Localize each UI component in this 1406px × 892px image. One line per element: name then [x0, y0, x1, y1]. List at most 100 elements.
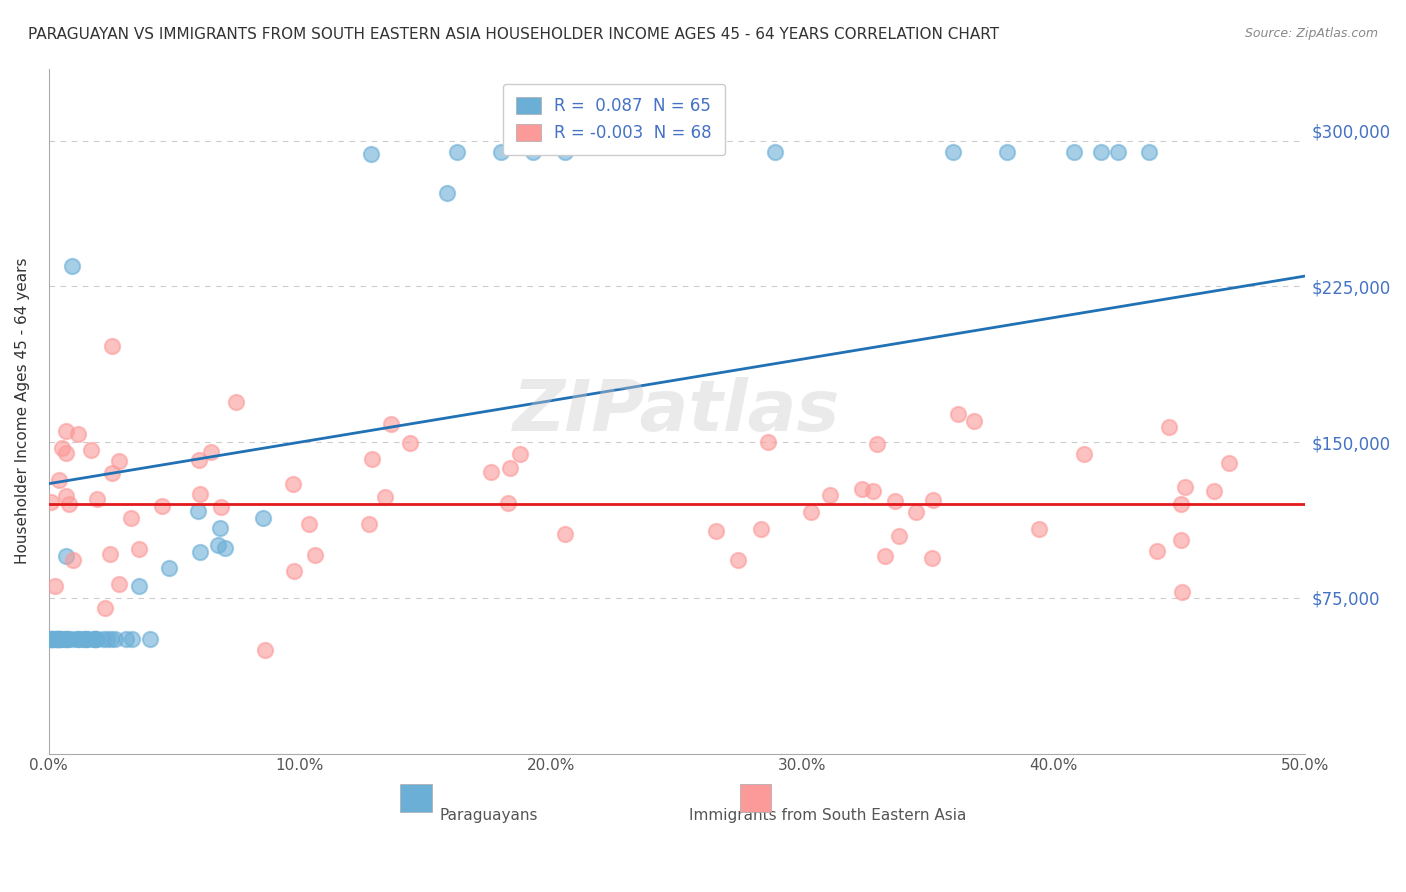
Point	[46, 632, 69, 647]
Point	[101, 338, 124, 352]
Point	[83, 632, 105, 647]
Point	[491, 145, 513, 159]
Point	[55, 632, 77, 647]
Point	[214, 541, 236, 555]
Point	[60, 259, 83, 273]
Point	[946, 407, 969, 421]
Point	[108, 454, 131, 468]
Point	[45, 632, 67, 647]
Point	[39, 632, 62, 647]
Point	[225, 395, 247, 409]
Point	[758, 435, 780, 450]
Point	[522, 145, 544, 159]
Point	[75, 632, 97, 647]
Point	[436, 186, 458, 201]
Point	[55, 424, 77, 438]
Point	[921, 551, 943, 566]
Point	[554, 145, 576, 159]
Point	[46, 632, 69, 647]
Point	[157, 561, 180, 575]
Point	[207, 538, 229, 552]
Point	[77, 632, 100, 647]
Point	[60, 632, 83, 647]
Point	[190, 487, 212, 501]
Point	[120, 511, 142, 525]
Point	[83, 632, 105, 647]
Point	[80, 442, 103, 457]
Text: ZIPatlas: ZIPatlas	[513, 376, 841, 445]
Point	[554, 527, 576, 541]
Text: PARAGUAYAN VS IMMIGRANTS FROM SOUTH EASTERN ASIA HOUSEHOLDER INCOME AGES 45 - 64: PARAGUAYAN VS IMMIGRANTS FROM SOUTH EAST…	[28, 27, 1000, 42]
Point	[66, 632, 89, 647]
Point	[446, 145, 468, 159]
Point	[188, 545, 211, 559]
Point	[1063, 145, 1085, 159]
Y-axis label: Householder Income Ages 45 - 64 years: Householder Income Ages 45 - 64 years	[15, 258, 30, 565]
Point	[121, 632, 143, 647]
Point	[252, 510, 274, 524]
Point	[72, 632, 94, 647]
Point	[100, 466, 122, 480]
Point	[399, 436, 422, 450]
Point	[66, 427, 89, 442]
Point	[104, 632, 127, 647]
Point	[479, 466, 502, 480]
Point	[253, 642, 276, 657]
Point	[49, 632, 72, 647]
Point	[48, 632, 70, 647]
Text: Source: ZipAtlas.com: Source: ZipAtlas.com	[1244, 27, 1378, 40]
Point	[44, 632, 66, 647]
Text: Paraguayans: Paraguayans	[439, 808, 537, 823]
Point	[44, 579, 66, 593]
Point	[56, 632, 79, 647]
Point	[866, 436, 889, 450]
Point	[107, 577, 129, 591]
Point	[1146, 544, 1168, 558]
Point	[39, 632, 62, 647]
Point	[496, 496, 519, 510]
Point	[55, 549, 77, 563]
Point	[150, 500, 173, 514]
Point	[56, 632, 79, 647]
Point	[115, 632, 138, 647]
Point	[187, 452, 209, 467]
Point	[55, 489, 77, 503]
Bar	[740, 784, 770, 812]
Point	[48, 632, 70, 647]
Point	[84, 632, 107, 647]
Point	[94, 601, 117, 615]
Point	[818, 488, 841, 502]
Point	[727, 553, 749, 567]
Point	[1090, 145, 1112, 159]
Point	[1073, 447, 1095, 461]
Point	[75, 632, 97, 647]
Point	[187, 504, 209, 518]
Point	[209, 500, 232, 514]
Point	[763, 145, 786, 159]
Point	[208, 521, 231, 535]
Point	[283, 565, 305, 579]
Point	[800, 505, 823, 519]
Point	[1171, 584, 1194, 599]
Text: Immigrants from South Eastern Asia: Immigrants from South Eastern Asia	[689, 808, 966, 823]
Point	[128, 542, 150, 557]
Point	[48, 632, 70, 647]
Point	[1028, 522, 1050, 536]
Point	[359, 516, 381, 531]
Point	[46, 632, 69, 647]
Point	[499, 460, 522, 475]
Point	[1157, 420, 1180, 434]
Point	[922, 492, 945, 507]
Point	[52, 632, 75, 647]
Point	[100, 632, 122, 647]
Point	[41, 632, 63, 647]
Point	[1137, 145, 1160, 159]
Point	[73, 632, 96, 647]
Point	[360, 147, 382, 161]
Point	[1174, 480, 1197, 494]
Point	[55, 446, 77, 460]
Point	[374, 490, 396, 504]
Point	[1107, 145, 1129, 159]
Point	[1170, 497, 1192, 511]
Point	[91, 632, 114, 647]
